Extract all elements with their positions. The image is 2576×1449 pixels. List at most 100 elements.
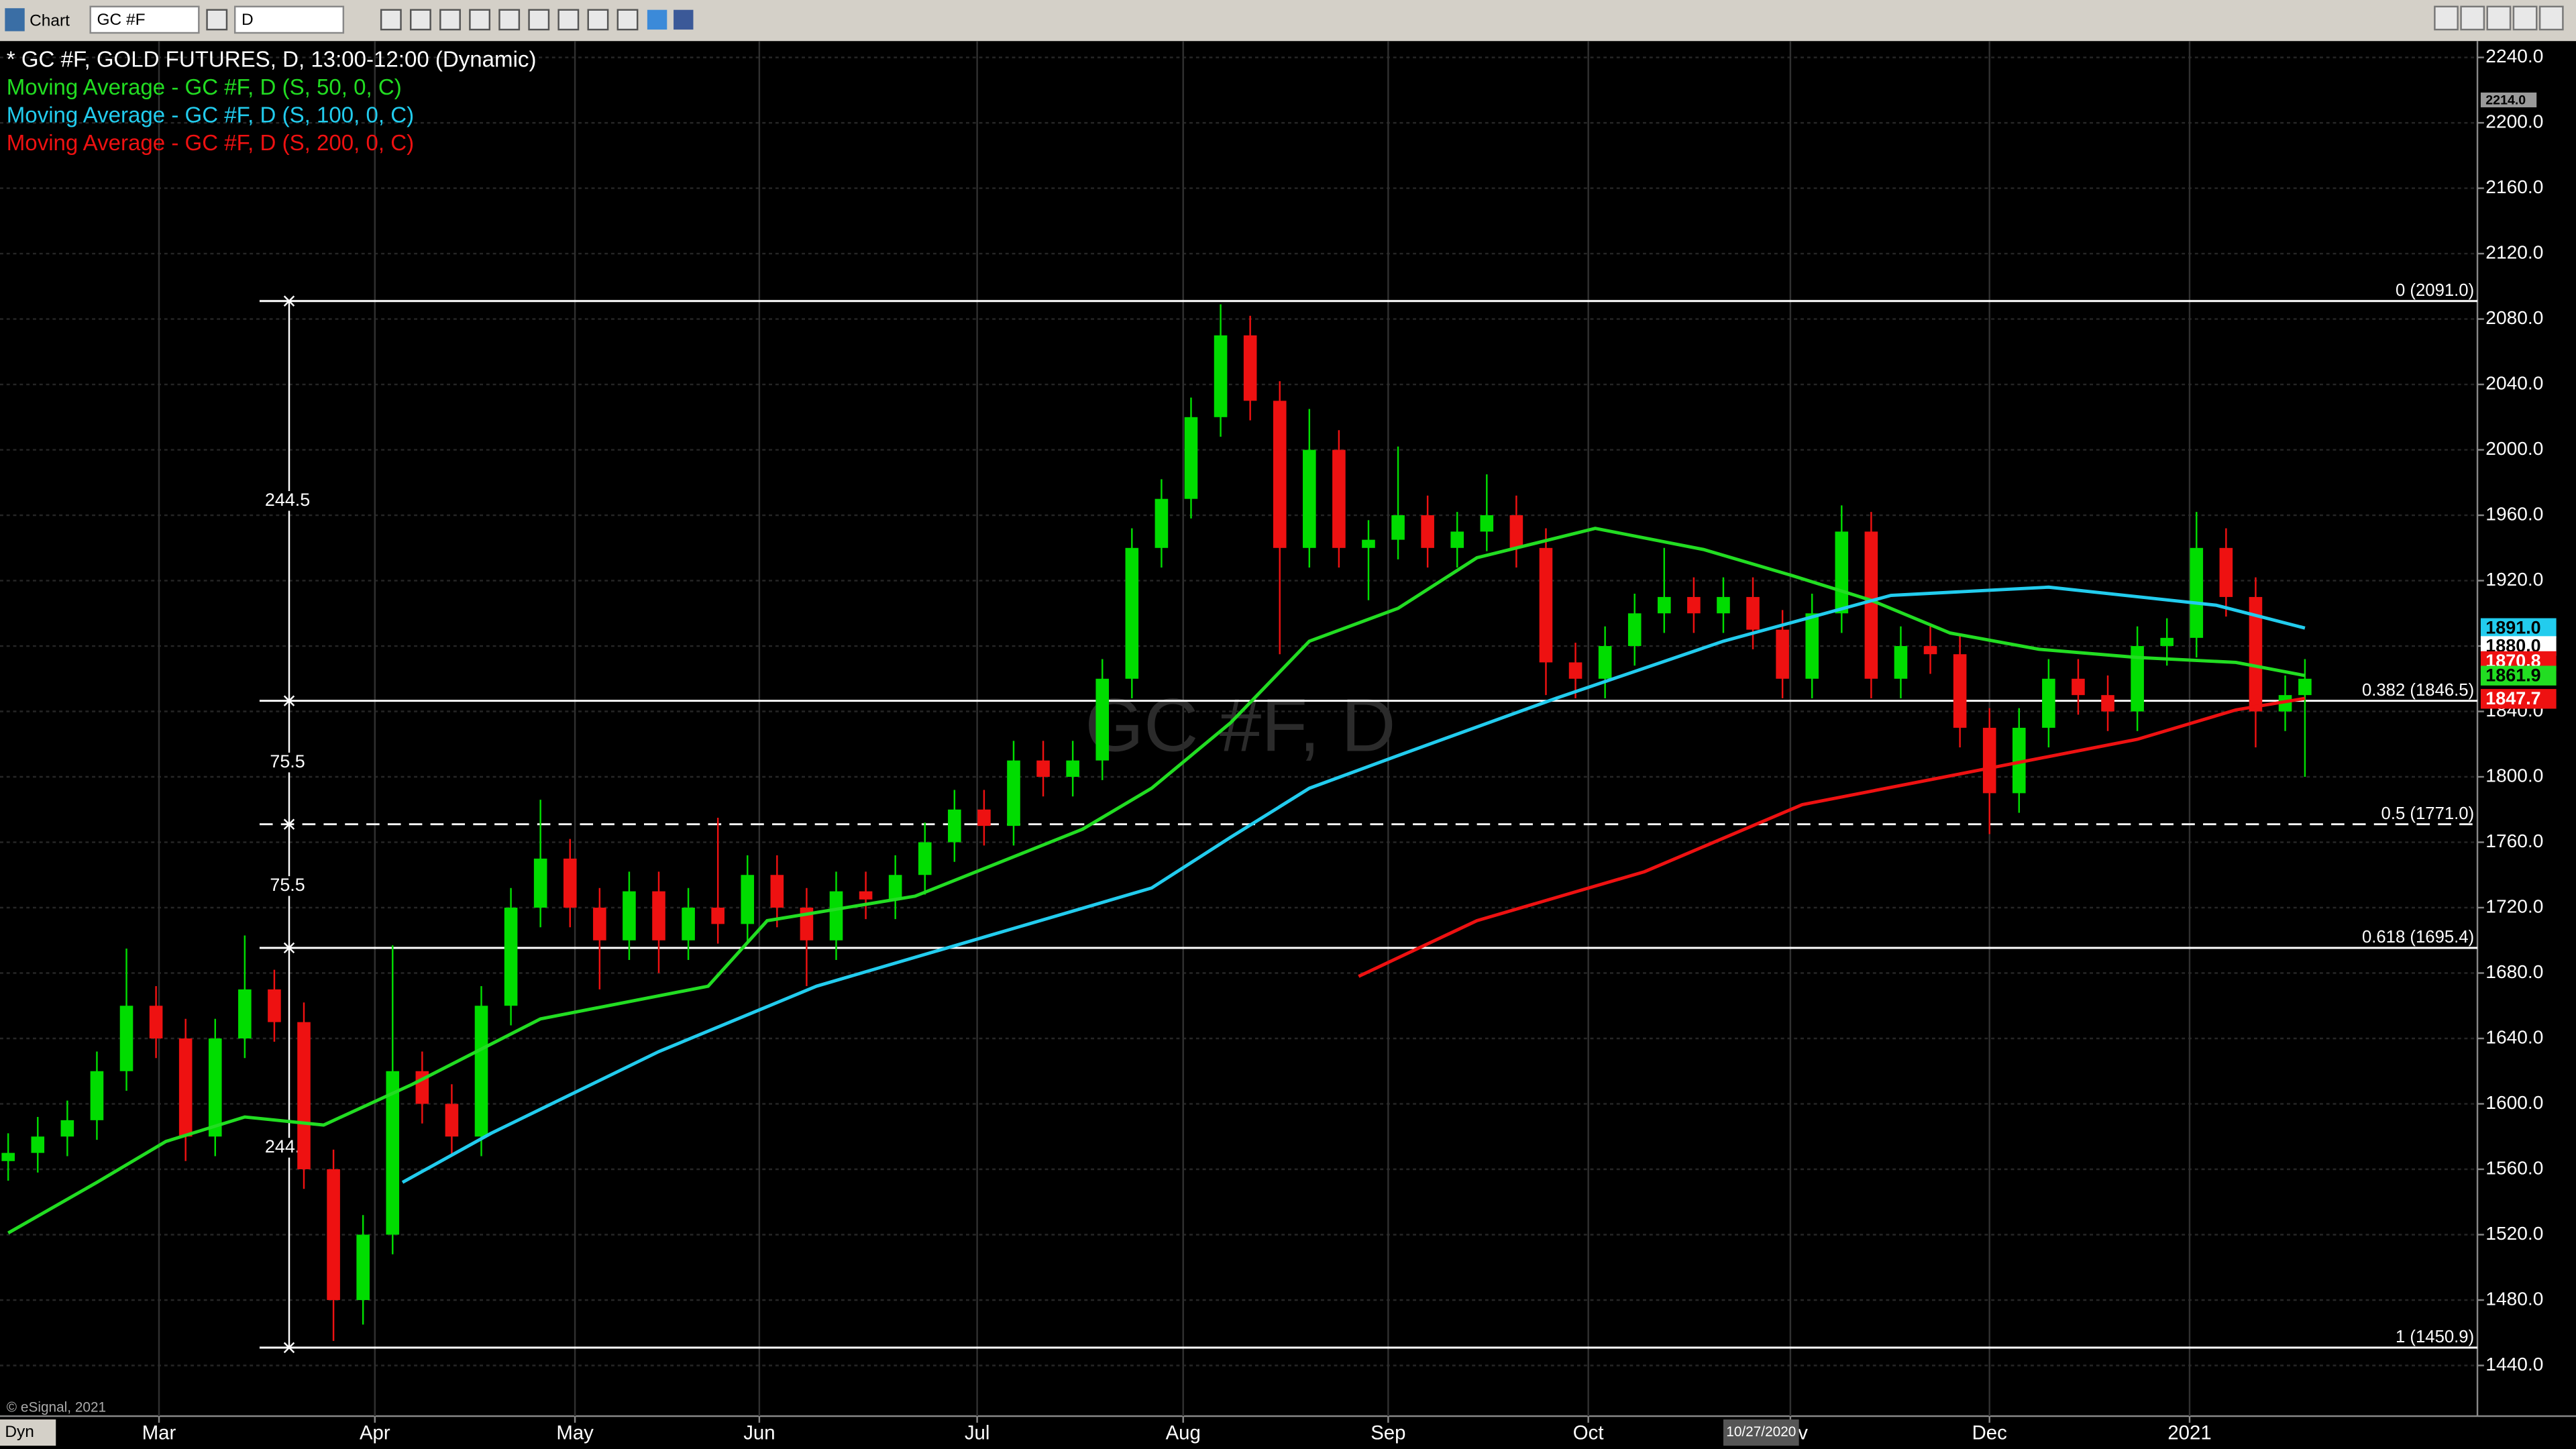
price-tag bbox=[2480, 92, 2537, 107]
x-tick-label: May bbox=[556, 1422, 594, 1444]
candle-body bbox=[652, 891, 665, 941]
candle-body bbox=[1776, 629, 1789, 679]
watermark: GC #F, D bbox=[1085, 683, 1395, 767]
candle-body bbox=[1303, 449, 1316, 548]
y-tick-label: 1680.0 bbox=[2485, 961, 2543, 982]
y-tick-label: 1720.0 bbox=[2485, 896, 2543, 916]
candle-body bbox=[2190, 547, 2204, 638]
price-tag-label: 1861.9 bbox=[2485, 665, 2540, 685]
y-tick-label: 1760.0 bbox=[2485, 830, 2543, 851]
tool-button[interactable] bbox=[616, 9, 639, 31]
tool-button[interactable] bbox=[557, 9, 580, 31]
candle-body bbox=[1982, 727, 1996, 794]
candle-body bbox=[1864, 531, 1878, 679]
candle-body bbox=[1658, 596, 1671, 614]
dyn-button[interactable] bbox=[0, 1419, 56, 1446]
candle-body bbox=[770, 875, 784, 908]
x-tick-label: Mar bbox=[142, 1422, 176, 1444]
candle-body bbox=[356, 1234, 370, 1300]
candle-body bbox=[888, 875, 902, 900]
candle-body bbox=[474, 1006, 488, 1137]
candle-body bbox=[1953, 654, 1967, 728]
candle-body bbox=[1273, 400, 1287, 548]
fib-label: 0.5 (1771.0) bbox=[2381, 804, 2475, 823]
candle-body bbox=[1214, 335, 1228, 417]
grid bbox=[0, 41, 2478, 1417]
candle-body bbox=[119, 1006, 133, 1071]
candle-body bbox=[1746, 596, 1760, 630]
candle-body bbox=[1687, 596, 1701, 614]
tool-button[interactable] bbox=[528, 9, 550, 31]
candle-body bbox=[1332, 449, 1346, 548]
legend-entry: Moving Average - GC #F, D (S, 200, 0, C) bbox=[7, 131, 414, 156]
close-button[interactable] bbox=[2538, 5, 2564, 31]
y-tick-label: 1960.0 bbox=[2485, 503, 2543, 524]
y-tick-label: 1600.0 bbox=[2485, 1092, 2543, 1113]
symbol-input[interactable] bbox=[89, 5, 200, 34]
chart-icon bbox=[5, 8, 25, 32]
measure-label-bg bbox=[264, 491, 314, 511]
twitter-button[interactable] bbox=[647, 9, 667, 30]
candle-body bbox=[1627, 613, 1642, 647]
moving-average bbox=[401, 585, 2306, 1184]
maximize-button[interactable] bbox=[2512, 5, 2538, 31]
tool-button[interactable] bbox=[469, 9, 491, 31]
plot: 0 (2091.0) 0.382 (1846.5) 0.5 (1771.0) 0.61… bbox=[1, 281, 2478, 1354]
chart-title: * GC #F, GOLD FUTURES, D, 13:00-12:00 (D… bbox=[7, 47, 537, 72]
candle-body bbox=[149, 1006, 163, 1038]
legend-entry: Moving Average - GC #F, D (S, 100, 0, C) bbox=[7, 103, 414, 128]
draw-button[interactable] bbox=[380, 9, 402, 31]
candle-body bbox=[533, 858, 547, 908]
y-tick-label: 1440.0 bbox=[2485, 1354, 2543, 1375]
toolbar: Chart GC #F D bbox=[0, 0, 2576, 42]
minimize-button[interactable] bbox=[2460, 5, 2485, 31]
tool-button[interactable] bbox=[410, 9, 431, 31]
candle-body bbox=[208, 1038, 222, 1137]
tool-button[interactable] bbox=[498, 9, 521, 31]
candle-body bbox=[31, 1136, 45, 1153]
legend-entry: Moving Average - GC #F, D (S, 50, 0, C) bbox=[7, 75, 402, 100]
y-tick-label: 1520.0 bbox=[2485, 1223, 2543, 1244]
candle-body bbox=[1243, 335, 1257, 401]
candle-body bbox=[1125, 547, 1139, 679]
candle-body bbox=[1095, 678, 1110, 761]
window-title: Chart bbox=[30, 11, 70, 30]
candle-body bbox=[2249, 596, 2263, 712]
candle-body bbox=[1391, 515, 1405, 540]
candle-body bbox=[1421, 515, 1434, 548]
x-tick-label: Jul bbox=[965, 1422, 990, 1444]
y-tick-label: 2240.0 bbox=[2485, 46, 2543, 66]
fib-label: 0 (2091.0) bbox=[2396, 281, 2474, 300]
y-tick-label: 2200.0 bbox=[2485, 111, 2543, 132]
tool-button[interactable] bbox=[439, 9, 461, 31]
measure-label-bg bbox=[264, 753, 314, 773]
candle-body bbox=[2101, 695, 2114, 712]
y-tick-label: 1800.0 bbox=[2485, 765, 2543, 786]
candle-body bbox=[2298, 678, 2312, 696]
interval-input[interactable] bbox=[233, 5, 345, 34]
candle-body bbox=[1805, 613, 1819, 679]
x-tick-label: Apr bbox=[360, 1422, 390, 1444]
measure-label: 244.5 bbox=[265, 490, 310, 510]
link-button[interactable] bbox=[206, 9, 228, 31]
price-tag-label: 2214.0 bbox=[2485, 93, 2526, 107]
candle-body bbox=[859, 891, 873, 900]
candle-body bbox=[682, 908, 695, 941]
candle-body bbox=[386, 1071, 400, 1235]
candle-body bbox=[1007, 760, 1020, 826]
restore-button[interactable] bbox=[2486, 5, 2512, 31]
candle-body bbox=[1155, 498, 1169, 548]
help-button[interactable] bbox=[2434, 5, 2459, 31]
y-tick-label: 1480.0 bbox=[2485, 1288, 2543, 1309]
tool-button[interactable] bbox=[587, 9, 609, 31]
facebook-button[interactable] bbox=[674, 9, 694, 30]
candle-body bbox=[1598, 646, 1612, 679]
y-tick-label: 2080.0 bbox=[2485, 307, 2543, 328]
x-tick-label: Jun bbox=[743, 1422, 775, 1444]
candle-body bbox=[2219, 547, 2233, 597]
fib-label: 1 (1450.9) bbox=[2396, 1328, 2474, 1346]
price-tag bbox=[2480, 618, 2557, 638]
candle-body bbox=[1923, 646, 1937, 655]
candle-body bbox=[948, 809, 961, 843]
